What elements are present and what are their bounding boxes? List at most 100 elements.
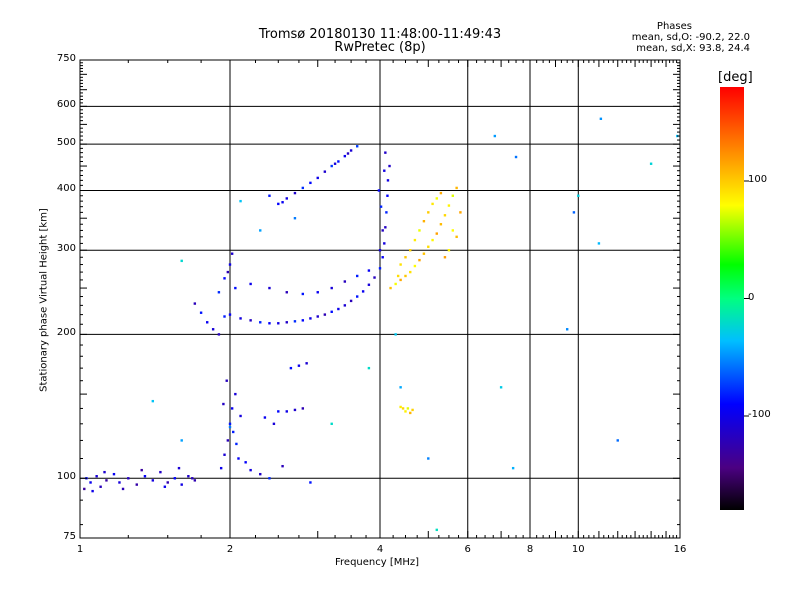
data-point — [413, 264, 417, 268]
data-point — [217, 333, 221, 336]
data-point — [404, 410, 407, 413]
colorbar — [720, 87, 744, 510]
data-point — [597, 242, 601, 245]
data-point — [383, 169, 386, 172]
data-point — [343, 154, 347, 158]
data-point — [301, 292, 305, 296]
data-points — [83, 117, 679, 532]
data-point — [259, 229, 262, 232]
data-point — [177, 466, 181, 470]
data-point — [355, 274, 359, 278]
data-point — [112, 472, 116, 476]
data-point — [211, 328, 215, 331]
data-point — [166, 481, 169, 484]
data-point — [228, 313, 232, 316]
data-point — [225, 379, 228, 382]
data-point — [293, 217, 297, 220]
data-point — [346, 152, 350, 155]
data-point — [187, 475, 190, 478]
y-tick-label: 500 — [56, 137, 76, 149]
data-point — [230, 407, 234, 410]
data-point — [285, 291, 288, 294]
data-point — [616, 439, 619, 442]
x-tick-label: 2 — [226, 544, 234, 555]
data-point — [411, 408, 414, 412]
data-point — [455, 235, 458, 239]
data-point — [378, 249, 382, 252]
data-point — [293, 191, 297, 195]
data-point — [355, 295, 359, 298]
data-point — [285, 410, 288, 413]
y-tick-label: 200 — [56, 327, 76, 339]
stats-title: Phases — [656, 21, 692, 32]
data-point — [330, 164, 333, 168]
data-point — [439, 223, 443, 226]
data-point — [249, 282, 252, 286]
data-point — [435, 232, 438, 235]
data-point — [384, 151, 387, 154]
data-point — [404, 256, 407, 259]
x-tick-label: 16 — [673, 544, 687, 555]
data-point — [223, 277, 226, 280]
data-point — [384, 226, 387, 229]
data-point — [330, 310, 333, 313]
data-point — [333, 162, 337, 165]
data-point — [373, 276, 376, 279]
data-point — [193, 479, 197, 482]
data-point — [268, 194, 271, 197]
data-point — [228, 422, 232, 426]
x-tick-label: 8 — [526, 544, 534, 555]
data-point — [409, 249, 412, 252]
data-point — [435, 528, 438, 532]
y-tick-label: 300 — [56, 243, 76, 255]
data-point — [349, 149, 353, 152]
data-point — [89, 481, 92, 484]
data-point — [323, 170, 327, 173]
data-point — [297, 364, 301, 367]
data-point — [381, 229, 384, 232]
data-point — [281, 464, 284, 468]
data-point — [499, 386, 503, 389]
y-tick-label: 100 — [56, 471, 76, 483]
data-point — [377, 189, 381, 192]
data-point — [565, 328, 569, 331]
data-point — [151, 399, 155, 403]
data-point — [268, 286, 271, 290]
data-point — [431, 238, 434, 242]
y-tick-label: 600 — [56, 99, 76, 111]
data-point — [399, 278, 402, 282]
data-point — [268, 322, 271, 325]
data-point — [343, 304, 347, 307]
data-point — [427, 211, 430, 214]
data-point — [386, 194, 389, 197]
data-point — [301, 186, 305, 190]
data-point — [309, 481, 312, 484]
data-point — [199, 311, 203, 314]
data-point — [103, 470, 106, 474]
data-point — [649, 162, 653, 165]
data-point — [399, 405, 402, 409]
data-point — [355, 145, 359, 148]
data-point — [180, 483, 183, 486]
data-point — [386, 179, 390, 182]
data-point — [316, 315, 319, 318]
data-point — [230, 252, 234, 255]
data-point — [409, 411, 412, 415]
data-point — [83, 487, 86, 491]
data-point — [455, 186, 458, 190]
data-point — [277, 410, 280, 413]
data-point — [159, 470, 162, 474]
data-point — [396, 274, 400, 278]
data-point — [343, 280, 347, 283]
data-point — [511, 466, 515, 470]
data-point — [234, 286, 237, 290]
data-point — [451, 194, 455, 197]
data-point — [309, 181, 312, 185]
data-point — [249, 319, 252, 322]
data-point — [193, 302, 197, 305]
data-point — [401, 407, 405, 410]
data-point — [244, 461, 247, 464]
data-point — [599, 117, 603, 121]
y-axis-label: Stationary phase Virtual Height [km] — [38, 208, 50, 392]
